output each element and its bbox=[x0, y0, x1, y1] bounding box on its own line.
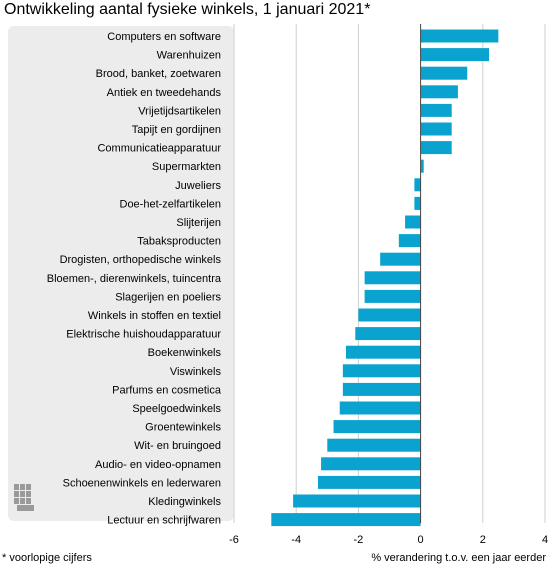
grid-lines bbox=[233, 24, 546, 523]
category-label: Groentewinkels bbox=[145, 422, 221, 434]
category-label: Lectuur en schrijfwaren bbox=[107, 515, 221, 527]
category-label: Communicatieapparatuur bbox=[97, 143, 221, 155]
category-label: Tapijt en gordijnen bbox=[132, 124, 221, 136]
bars bbox=[271, 29, 499, 527]
footnote: * voorlopige cijfers bbox=[2, 552, 92, 564]
x-tick-label: 4 bbox=[542, 534, 548, 546]
x-tick-label: 0 bbox=[418, 534, 424, 546]
x-tick-label: 2 bbox=[480, 534, 486, 546]
bar bbox=[364, 271, 421, 285]
cbs-logo bbox=[14, 484, 34, 511]
category-label: Juweliers bbox=[175, 180, 221, 192]
bar bbox=[420, 85, 458, 99]
category-label: Elektrische huishoudapparatuur bbox=[66, 329, 221, 341]
category-label: Slagerijen en poeliers bbox=[115, 291, 221, 303]
bar bbox=[414, 178, 421, 192]
category-label: Warenhuizen bbox=[157, 50, 221, 62]
bar bbox=[358, 308, 421, 322]
x-axis-label: % verandering t.o.v. een jaar eerder bbox=[371, 552, 546, 564]
x-axis-ticks: -6 -4 -2 0 2 4 bbox=[229, 534, 548, 546]
category-label: Speelgoedwinkels bbox=[132, 403, 221, 415]
category-label: Tabaksproducten bbox=[137, 236, 221, 248]
bar bbox=[317, 475, 421, 489]
category-label: Brood, banket, zoetwaren bbox=[96, 68, 221, 80]
category-label: Slijterijen bbox=[176, 217, 221, 229]
bar bbox=[414, 196, 421, 210]
bar bbox=[420, 122, 452, 136]
category-label: Doe-het-zelfartikelen bbox=[120, 198, 222, 210]
bar bbox=[342, 382, 421, 396]
bar bbox=[405, 215, 421, 229]
bar bbox=[342, 364, 421, 378]
bar bbox=[333, 420, 421, 434]
bar bbox=[420, 29, 499, 43]
category-label: Drogisten, orthopedische winkels bbox=[60, 254, 222, 266]
category-label: Kledingwinkels bbox=[148, 496, 221, 508]
bar bbox=[420, 103, 452, 117]
category-label: Wit- en bruingoed bbox=[134, 440, 221, 452]
bar bbox=[355, 327, 421, 341]
bar bbox=[398, 234, 421, 248]
category-label: Audio- en video-opnamen bbox=[95, 459, 221, 471]
category-labels: Computers en software Warenhuizen Brood, b… bbox=[47, 31, 222, 527]
bar bbox=[380, 252, 421, 266]
bar bbox=[420, 141, 452, 155]
bar bbox=[327, 438, 421, 452]
bar bbox=[321, 457, 421, 471]
category-label: Viswinkels bbox=[170, 366, 222, 378]
category-label: Supermarkten bbox=[152, 161, 221, 173]
category-label: Vrijetijdsartikelen bbox=[138, 105, 221, 117]
bar bbox=[345, 345, 421, 359]
category-label: Parfums en cosmetica bbox=[112, 384, 222, 396]
bar bbox=[271, 513, 421, 527]
category-label: Winkels in stoffen en textiel bbox=[88, 310, 221, 322]
category-label: Boekenwinkels bbox=[148, 347, 222, 359]
category-label-panel bbox=[8, 26, 234, 521]
category-label: Schoenenwinkels en lederwaren bbox=[63, 477, 221, 489]
category-label: Antiek en tweedehands bbox=[107, 87, 222, 99]
x-tick-label: -4 bbox=[291, 534, 301, 546]
chart-title: Ontwikkeling aantal fysieke winkels, 1 j… bbox=[4, 1, 371, 18]
x-tick-label: -2 bbox=[354, 534, 364, 546]
bar bbox=[364, 289, 421, 303]
bar bbox=[420, 66, 468, 80]
category-label: Bloemen-, dierenwinkels, tuincentra bbox=[47, 273, 222, 285]
bar bbox=[293, 494, 421, 508]
x-tick-label: -6 bbox=[229, 534, 239, 546]
bar bbox=[420, 159, 424, 173]
category-label: Computers en software bbox=[107, 31, 221, 43]
bar bbox=[420, 48, 490, 62]
bar bbox=[339, 401, 421, 415]
